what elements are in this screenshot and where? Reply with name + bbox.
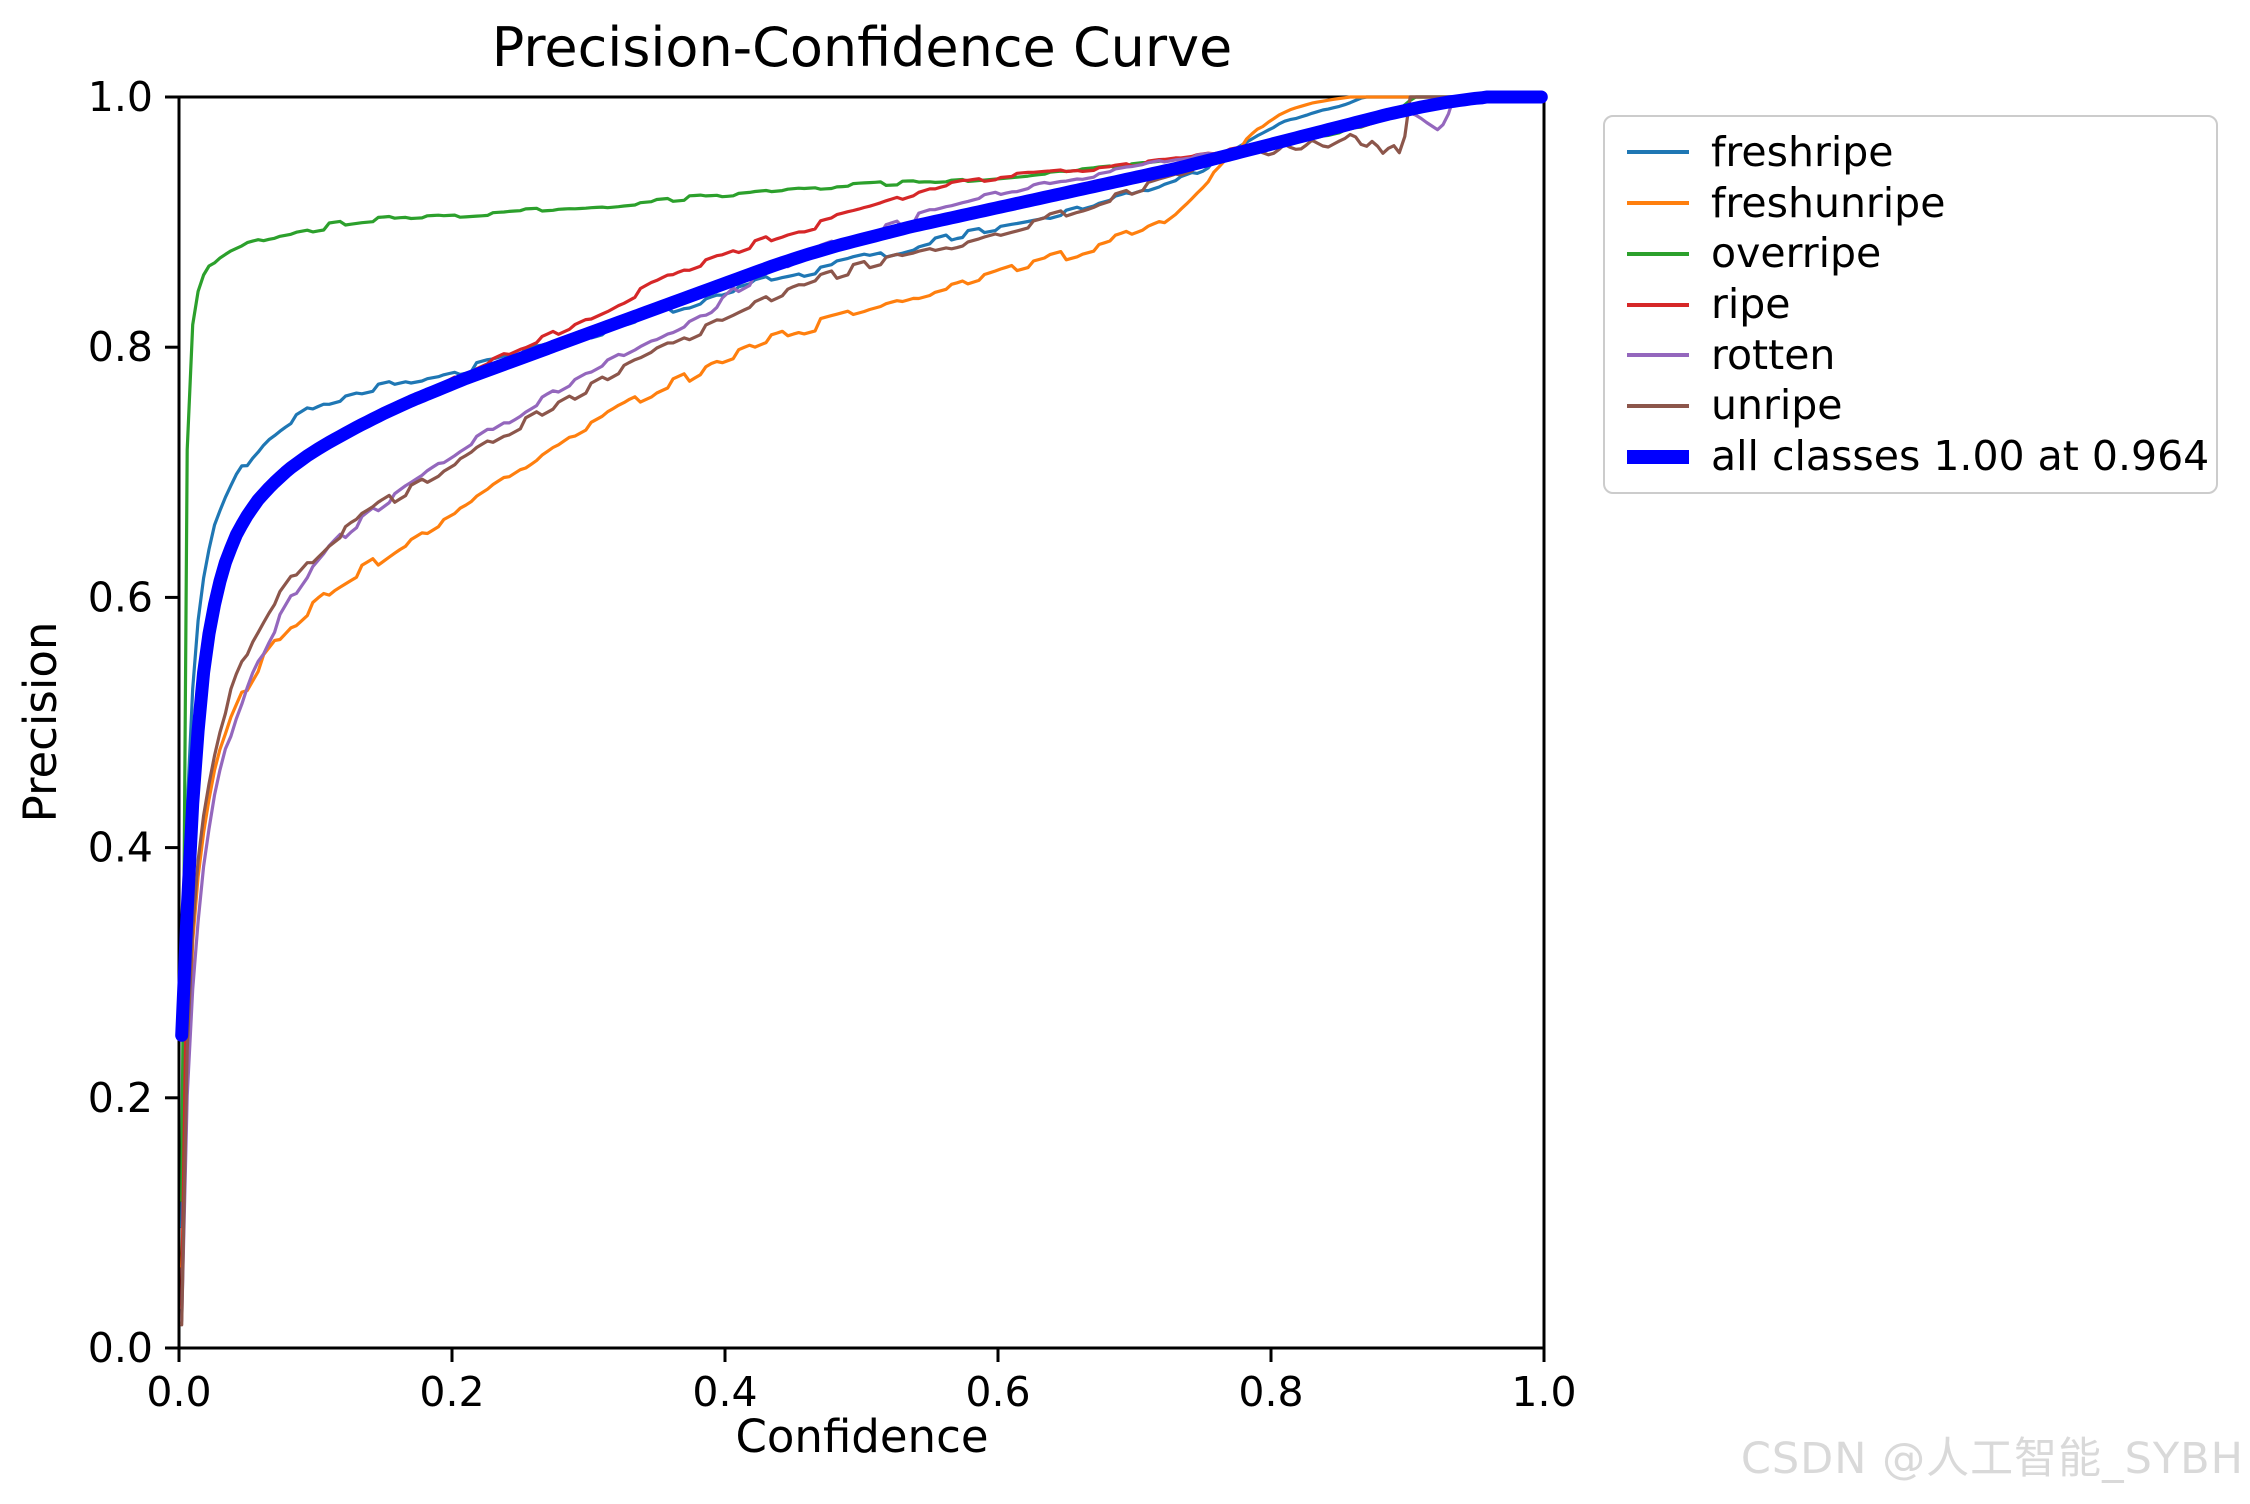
legend-label: freshripe: [1711, 127, 1894, 176]
curve-series: [175, 90, 1548, 1327]
axis-ticks: 0.0 0.2 0.4 0.6 0.8 1.0 0.0 0.2 0.4 0.6 0.8 1.0: [88, 73, 1577, 1416]
series-unripe-line: [180, 95, 1543, 1327]
y-tick-label: 0.4: [88, 824, 153, 872]
legend-label: freshunripe: [1711, 178, 1946, 227]
x-tick-label: 1.0: [1511, 1368, 1576, 1416]
x-tick-label: 0.2: [419, 1368, 484, 1416]
legend-item-freshunripe: freshunripe: [1605, 178, 2216, 229]
series-freshunripe-line: [180, 95, 1543, 1269]
y-tick-label: 0.6: [88, 573, 153, 621]
series-ripe-line: [180, 95, 1543, 1310]
series-all-classes-line: [175, 90, 1548, 1042]
watermark: CSDN @人工智能_SYBH: [1740, 1434, 2244, 1484]
x-tick-label: 0.8: [1238, 1368, 1303, 1416]
legend-item-all-classes-1-00-at-0-964: all classes 1.00 at 0.964: [1605, 431, 2216, 482]
legend-item-rotten: rotten: [1605, 330, 2216, 381]
legend-swatch: [1627, 403, 1689, 408]
series-freshripe-line: [180, 95, 1543, 1229]
y-tick-label: 0.2: [88, 1074, 153, 1122]
legend-label: ripe: [1711, 280, 1791, 328]
x-tick-label: 0.4: [692, 1368, 757, 1416]
legend-item-ripe: ripe: [1605, 279, 2216, 330]
legend-swatch: [1627, 201, 1689, 206]
legend-swatch: [1627, 449, 1689, 464]
legend-swatch: [1627, 353, 1689, 358]
legend-label: all classes 1.00 at 0.964: [1711, 432, 2210, 481]
legend-item-freshripe: freshripe: [1605, 127, 2216, 178]
legend-label: rotten: [1711, 330, 1836, 379]
legend: freshripe freshunripe overripe ripe rotten un…: [1603, 115, 2218, 494]
legend-swatch: [1627, 302, 1689, 307]
axes-spines: [177, 95, 1546, 1350]
x-tick-label: 0.0: [146, 1368, 211, 1416]
series-rotten-line: [180, 95, 1543, 1323]
y-tick-label: 0.0: [88, 1324, 153, 1372]
y-tick-label: 0.8: [88, 323, 153, 371]
legend-label: overripe: [1711, 229, 1882, 278]
legend-swatch: [1627, 150, 1689, 155]
x-axis-label: Confidence: [735, 1410, 988, 1463]
legend-item-unripe: unripe: [1605, 381, 2216, 432]
y-axis-label: Precision: [14, 622, 67, 823]
legend-swatch: [1627, 251, 1689, 256]
legend-label: unripe: [1711, 381, 1843, 430]
legend-item-overripe: overripe: [1605, 228, 2216, 279]
y-tick-label: 1.0: [88, 73, 153, 121]
x-tick-label: 0.6: [965, 1368, 1030, 1416]
chart-title: Precision-Confidence Curve: [492, 16, 1233, 79]
